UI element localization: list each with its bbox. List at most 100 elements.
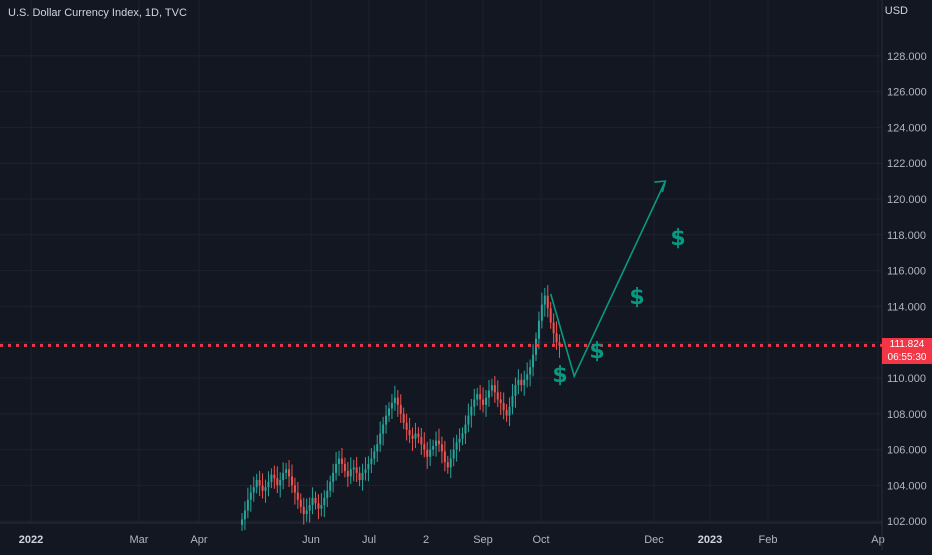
x-tick-label: Feb bbox=[759, 534, 778, 546]
bar-countdown: 06:55:30 bbox=[887, 352, 927, 363]
candle-body bbox=[426, 449, 429, 457]
candle-body bbox=[552, 322, 555, 334]
candle-body bbox=[511, 395, 514, 407]
y-tick-label: 106.000 bbox=[887, 445, 927, 457]
candle-body bbox=[458, 438, 461, 443]
candle-body bbox=[437, 440, 440, 445]
candle-body bbox=[326, 490, 329, 498]
projection-arrowhead bbox=[654, 180, 667, 193]
candle-body bbox=[455, 442, 458, 450]
candle-body bbox=[361, 472, 364, 481]
candle-body bbox=[367, 463, 370, 470]
candle-body bbox=[352, 467, 355, 470]
x-tick-label: Apr bbox=[190, 534, 207, 546]
candle-body bbox=[396, 397, 399, 405]
candle-body bbox=[555, 333, 558, 343]
candle-body bbox=[385, 415, 388, 425]
candle-body bbox=[523, 379, 526, 386]
candle-body bbox=[464, 424, 467, 434]
candle-body bbox=[335, 463, 338, 473]
y-tick-label: 102.000 bbox=[887, 516, 927, 528]
y-tick-label: 126.000 bbox=[887, 87, 927, 99]
candle-body bbox=[329, 481, 332, 491]
candle-body bbox=[443, 451, 446, 463]
projection-path[interactable] bbox=[549, 180, 667, 379]
dollar-annotation: $ bbox=[589, 339, 604, 364]
candle-body bbox=[529, 367, 532, 375]
x-tick-label: Mar bbox=[130, 534, 149, 546]
candle-body bbox=[485, 397, 488, 405]
candle-body bbox=[526, 374, 529, 380]
candle-body bbox=[299, 499, 302, 507]
y-tick-label: 110.000 bbox=[887, 373, 926, 385]
candle-body bbox=[473, 399, 476, 407]
candle-body bbox=[270, 474, 273, 482]
candle-body bbox=[370, 458, 373, 464]
candle-body bbox=[376, 444, 379, 452]
candle-body bbox=[305, 510, 308, 515]
candle-body bbox=[496, 392, 499, 400]
candle-body bbox=[417, 433, 420, 438]
candle-body bbox=[332, 472, 335, 482]
candle-body bbox=[338, 458, 341, 464]
last-price-tag: 111.824 06:55:30 bbox=[882, 338, 932, 364]
candle-body bbox=[470, 406, 473, 416]
last-price-value: 111.824 bbox=[889, 339, 925, 350]
candle-body bbox=[429, 449, 432, 457]
candle-body bbox=[246, 499, 249, 511]
candle-body bbox=[476, 394, 479, 400]
candle-body bbox=[288, 469, 291, 477]
candle-body bbox=[537, 320, 540, 339]
candle-body bbox=[290, 476, 293, 486]
candle-body bbox=[502, 403, 505, 411]
candle-body bbox=[540, 304, 543, 321]
candle-body bbox=[446, 462, 449, 468]
candle-body bbox=[432, 446, 435, 450]
candle-body bbox=[293, 485, 296, 493]
candle-body bbox=[388, 408, 390, 416]
candle-body bbox=[487, 390, 490, 398]
candle-body bbox=[311, 497, 314, 506]
candle-body bbox=[520, 379, 523, 386]
candle-body bbox=[399, 404, 402, 414]
candle-body bbox=[440, 444, 443, 452]
candle-body bbox=[349, 469, 352, 477]
y-tick-label: 120.000 bbox=[887, 194, 927, 206]
candle-body bbox=[364, 469, 367, 473]
candle-body bbox=[499, 399, 502, 404]
candle-body bbox=[317, 503, 320, 509]
x-tick-label: Jul bbox=[362, 534, 376, 546]
candle-body bbox=[296, 492, 299, 500]
candle-body bbox=[558, 342, 561, 346]
candle-body bbox=[258, 480, 261, 486]
candle-body bbox=[508, 406, 511, 416]
x-tick-label: Jun bbox=[302, 534, 320, 546]
y-tick-label: 124.000 bbox=[887, 122, 927, 134]
candle-body bbox=[452, 449, 455, 459]
candle-body bbox=[517, 379, 520, 386]
candle-body bbox=[402, 413, 405, 423]
candle-body bbox=[379, 433, 382, 445]
candle-body bbox=[302, 506, 305, 515]
candle-body bbox=[314, 497, 317, 504]
candle-body bbox=[282, 472, 285, 481]
candle-body bbox=[393, 397, 396, 404]
candle-body bbox=[482, 399, 485, 405]
candle-body bbox=[373, 451, 376, 459]
x-tick-label: 2023 bbox=[698, 534, 722, 546]
candle-body bbox=[546, 295, 549, 309]
candle-body bbox=[320, 505, 323, 509]
candle-body bbox=[532, 354, 535, 368]
x-tick-label: Dec bbox=[644, 534, 664, 546]
candle-body bbox=[493, 385, 496, 393]
y-tick-label: 114.000 bbox=[887, 301, 926, 313]
candle-body bbox=[405, 422, 408, 430]
candle-body bbox=[543, 295, 546, 305]
candle-body bbox=[276, 478, 279, 486]
candle-body bbox=[241, 519, 243, 525]
candle-body bbox=[346, 471, 349, 477]
candle-body bbox=[449, 458, 452, 468]
candle-body bbox=[355, 467, 358, 473]
